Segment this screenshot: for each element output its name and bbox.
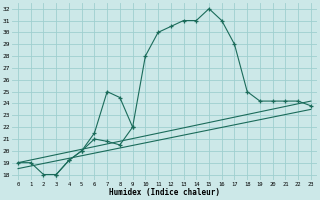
X-axis label: Humidex (Indice chaleur): Humidex (Indice chaleur)	[109, 188, 220, 197]
